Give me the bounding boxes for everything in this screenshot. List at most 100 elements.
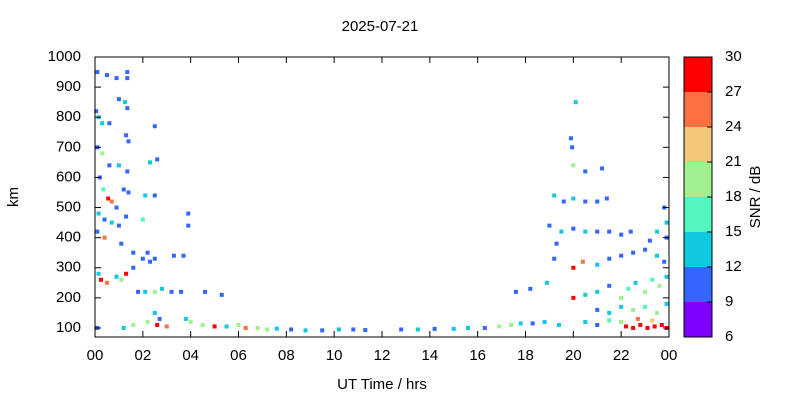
x-tick-label: 00: [661, 347, 678, 364]
data-point: [109, 220, 114, 225]
y-tick-label: 500: [56, 199, 81, 216]
data-point: [619, 232, 624, 237]
data-point: [571, 163, 576, 168]
colorbar-tick-label: 24: [725, 118, 742, 135]
data-point: [595, 199, 600, 204]
data-point: [140, 217, 145, 222]
data-point: [623, 324, 628, 329]
data-point: [95, 229, 100, 234]
colorbar-tick-label: 15: [725, 223, 742, 240]
data-point: [570, 145, 575, 150]
colorbar-tick-label: 9: [725, 293, 733, 310]
colorbar-tick-label: 12: [725, 258, 742, 275]
data-point: [643, 289, 648, 294]
data-point: [619, 295, 624, 300]
data-point: [152, 256, 157, 261]
colorbar-band: [684, 57, 712, 92]
data-point: [100, 121, 105, 126]
data-point: [143, 289, 148, 294]
data-point: [595, 229, 600, 234]
data-point: [186, 211, 191, 216]
y-tick-label: 800: [56, 108, 81, 125]
data-point: [573, 100, 578, 105]
data-point: [104, 280, 109, 285]
data-point: [125, 70, 130, 75]
x-axis-label: UT Time / hrs: [337, 376, 427, 393]
data-point: [559, 229, 564, 234]
plot-frame: [94, 56, 670, 338]
colorbar-tick-label: 18: [725, 188, 742, 205]
data-point: [236, 322, 241, 327]
data-point: [116, 223, 121, 228]
data-point: [583, 319, 588, 324]
data-point: [583, 169, 588, 174]
data-point: [200, 322, 205, 327]
x-tick-label: 22: [613, 347, 630, 364]
data-point: [119, 277, 124, 282]
data-point: [583, 199, 588, 204]
data-point: [102, 217, 107, 222]
data-point: [219, 292, 224, 297]
colorbar-band: [684, 267, 712, 302]
data-point: [607, 283, 612, 288]
data-point: [583, 292, 588, 297]
data-point: [552, 256, 557, 261]
x-tick-label: 16: [469, 347, 486, 364]
points: [94, 70, 669, 333]
data-point: [650, 318, 655, 323]
data-point: [542, 319, 547, 324]
data-point: [126, 190, 131, 195]
data-point: [647, 238, 652, 243]
data-point: [114, 76, 119, 81]
data-point: [98, 277, 103, 282]
data-point: [125, 106, 130, 111]
data-point: [631, 307, 636, 312]
data-point: [655, 253, 660, 258]
data-point: [643, 247, 648, 252]
data-point: [159, 286, 164, 291]
data-point: [265, 327, 270, 332]
data-point: [186, 223, 191, 228]
data-point: [561, 199, 566, 204]
colorbar-label: SNR / dB: [747, 166, 764, 229]
data-point: [552, 193, 557, 198]
data-point: [415, 327, 420, 332]
x-tick-label: 20: [565, 347, 582, 364]
data-point: [157, 316, 162, 321]
data-point: [152, 193, 157, 198]
x-tick-label: 14: [421, 347, 438, 364]
data-point: [655, 310, 660, 315]
data-point: [320, 328, 325, 333]
data-point: [635, 316, 640, 321]
data-point: [571, 295, 576, 300]
data-point: [121, 187, 126, 192]
x-tick-label: 10: [326, 347, 343, 364]
data-point: [659, 322, 664, 327]
data-point: [116, 97, 121, 102]
data-point: [131, 322, 136, 327]
y-axis-label: km: [5, 187, 22, 207]
data-point: [626, 286, 631, 291]
data-point: [148, 160, 153, 165]
data-point: [451, 326, 456, 331]
data-point: [181, 253, 186, 258]
colorbar-tick-label: 30: [725, 48, 742, 65]
y-tick-label: 400: [56, 229, 81, 246]
data-point: [482, 325, 487, 330]
colorbar-band: [684, 232, 712, 267]
data-point: [643, 304, 648, 309]
data-point: [171, 253, 176, 258]
data-point: [545, 280, 550, 285]
data-point: [164, 324, 169, 329]
data-point: [152, 289, 157, 294]
data-point: [122, 100, 127, 105]
data-point: [619, 319, 624, 324]
colorbar-tick-label: 21: [725, 153, 742, 170]
data-point: [633, 280, 638, 285]
data-point: [155, 322, 160, 327]
data-point: [604, 196, 609, 201]
y-tick-label: 300: [56, 259, 81, 276]
colorbar-band: [684, 127, 712, 162]
y-tick-label: 900: [56, 78, 81, 95]
